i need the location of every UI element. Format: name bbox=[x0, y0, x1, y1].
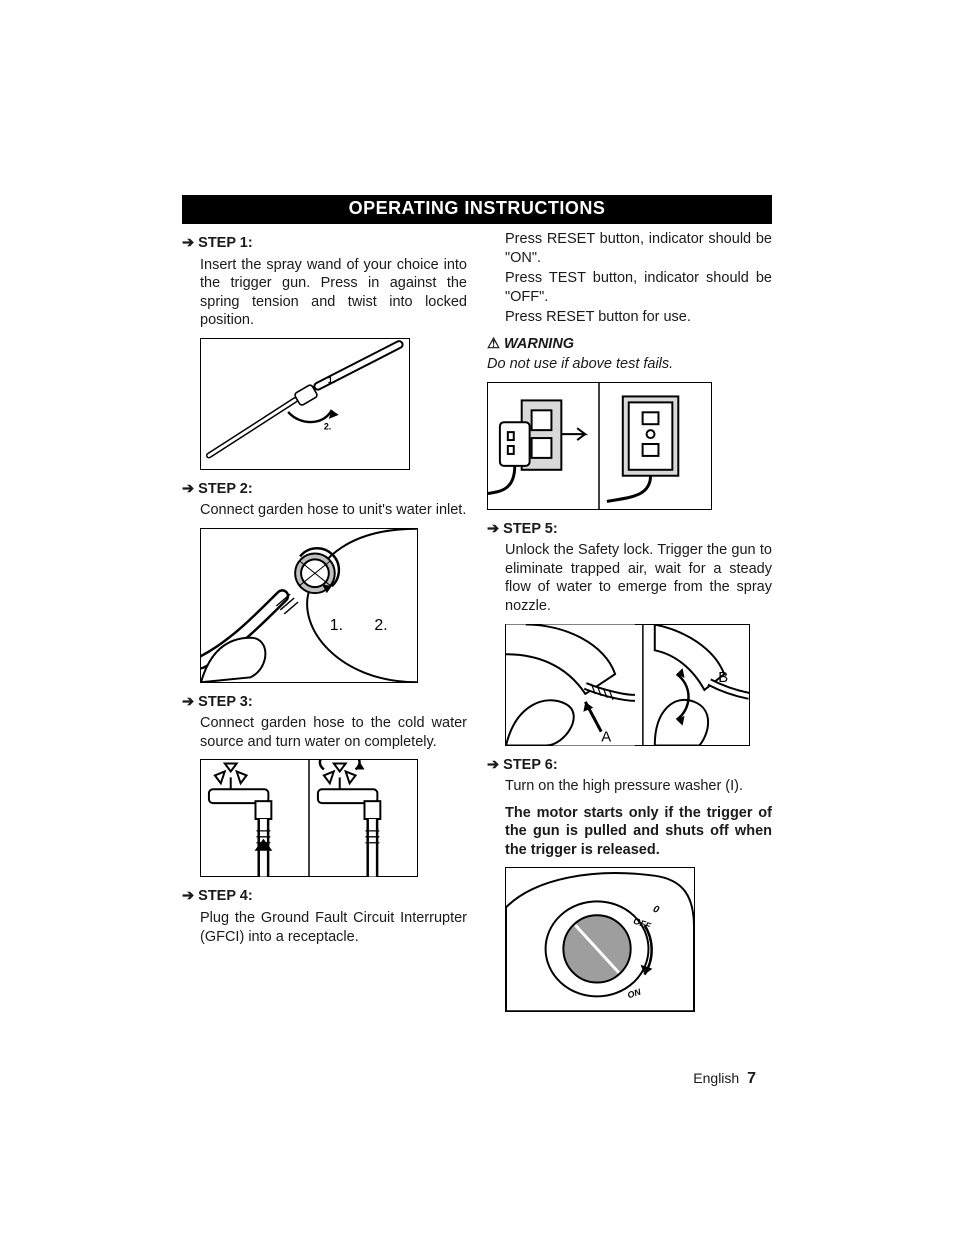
step6-bold-note: The motor starts only if the trigger of … bbox=[505, 804, 772, 860]
warning-body: Do not use if above test fails. bbox=[487, 355, 772, 374]
fig5-labelB: B bbox=[718, 670, 728, 686]
figure-step5: A B bbox=[505, 624, 750, 746]
step3-label: STEP 3: bbox=[198, 694, 253, 710]
section-title: OPERATING INSTRUCTIONS bbox=[182, 195, 772, 224]
arrow-icon: ➔ bbox=[182, 694, 194, 710]
warning-label: WARNING bbox=[504, 336, 574, 352]
arrow-icon: ➔ bbox=[182, 235, 194, 251]
footer-page-number: 7 bbox=[747, 1070, 756, 1087]
step2-body: Connect garden hose to unit's water inle… bbox=[200, 501, 467, 520]
figure-step4 bbox=[487, 382, 712, 510]
figure-step3 bbox=[200, 759, 418, 877]
fig1-label1: 1. bbox=[328, 375, 335, 385]
step3-body: Connect garden hose to the cold water so… bbox=[200, 714, 467, 751]
figure-step2: 1. 2. bbox=[200, 528, 418, 683]
step6-body: Turn on the high pressure washer (I). bbox=[505, 777, 772, 796]
step4-label: STEP 4: bbox=[198, 888, 253, 904]
fig2-label1: 1. bbox=[330, 617, 343, 634]
step5-label: STEP 5: bbox=[503, 521, 558, 537]
step5-heading: ➔STEP 5: bbox=[487, 520, 772, 539]
gfci-test-off: Press TEST button, indicator should be "… bbox=[505, 269, 772, 306]
warning-icon: ⚠ bbox=[487, 336, 500, 352]
step4-body: Plug the Ground Fault Circuit Interrupte… bbox=[200, 909, 467, 946]
step1-label: STEP 1: bbox=[198, 235, 253, 251]
gfci-reset-on: Press RESET button, indicator should be … bbox=[505, 230, 772, 267]
right-column: Press RESET button, indicator should be … bbox=[487, 230, 772, 1022]
fig5-labelA: A bbox=[601, 729, 611, 745]
figure-step1: 1. 2. bbox=[200, 338, 410, 470]
step3-heading: ➔STEP 3: bbox=[182, 693, 467, 712]
step6-heading: ➔STEP 6: bbox=[487, 756, 772, 775]
step1-heading: ➔STEP 1: bbox=[182, 234, 467, 253]
step2-label: STEP 2: bbox=[198, 481, 253, 497]
arrow-icon: ➔ bbox=[182, 481, 194, 497]
gfci-reset-use: Press RESET button for use. bbox=[505, 308, 772, 327]
arrow-icon: ➔ bbox=[182, 888, 194, 904]
page-footer: English 7 bbox=[0, 1070, 954, 1088]
footer-language: English bbox=[693, 1070, 739, 1086]
left-column: ➔STEP 1: Insert the spray wand of your c… bbox=[182, 230, 467, 1022]
step1-body: Insert the spray wand of your choice int… bbox=[200, 256, 467, 330]
warning-heading: ⚠WARNING bbox=[487, 335, 772, 354]
step6-label: STEP 6: bbox=[503, 757, 558, 773]
two-column-layout: ➔STEP 1: Insert the spray wand of your c… bbox=[182, 230, 772, 1022]
step5-body: Unlock the Safety lock. Trigger the gun … bbox=[505, 541, 772, 615]
arrow-icon: ➔ bbox=[487, 757, 499, 773]
figure-step6: 0 OFF ON bbox=[505, 867, 695, 1012]
step4-heading: ➔STEP 4: bbox=[182, 887, 467, 906]
fig2-label2: 2. bbox=[374, 617, 387, 634]
arrow-icon: ➔ bbox=[487, 521, 499, 537]
step2-heading: ➔STEP 2: bbox=[182, 480, 467, 499]
fig1-label2: 2. bbox=[324, 421, 331, 431]
